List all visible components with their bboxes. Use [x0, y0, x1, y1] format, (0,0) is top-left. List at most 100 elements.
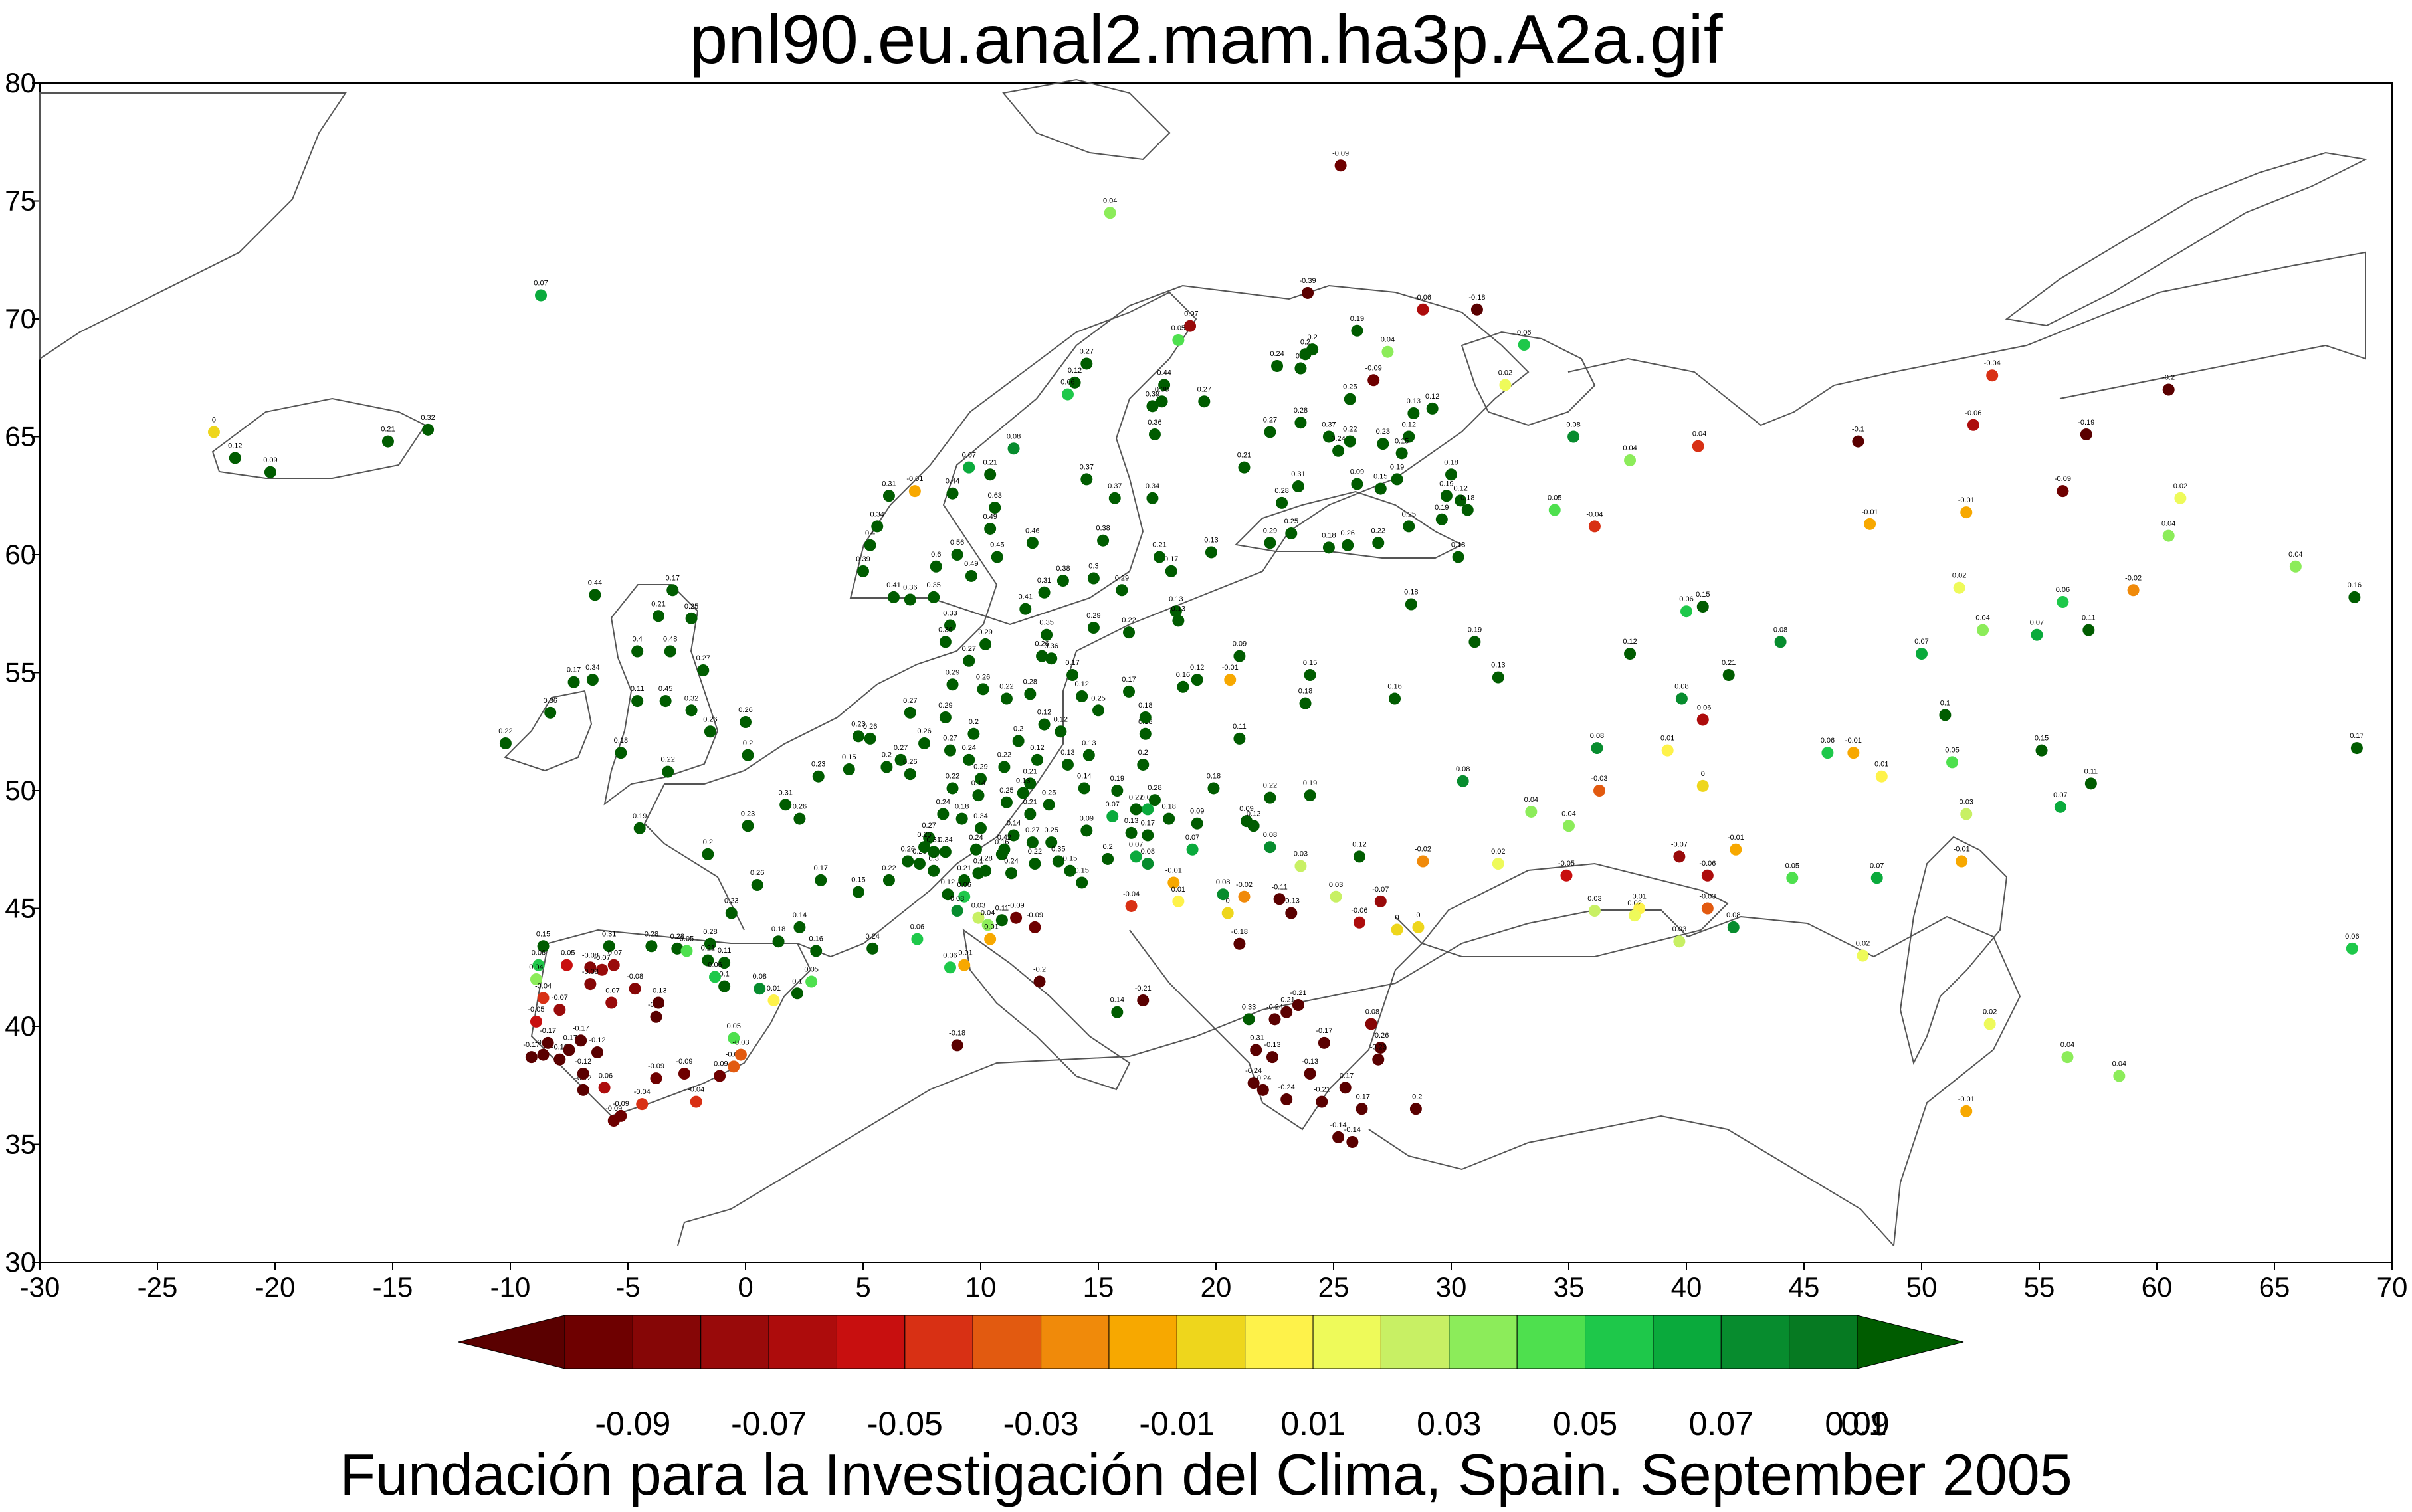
station-dot [1123, 626, 1136, 639]
station-value-label: 0.25 [917, 831, 931, 839]
station-dot [1264, 426, 1276, 438]
station-value-label: 0.21 [1152, 541, 1166, 549]
station-value-label: 0.12 [1623, 638, 1637, 646]
station-dot [666, 584, 679, 597]
station-value-label: 0.12 [1425, 393, 1439, 401]
station-dot [958, 874, 971, 886]
station-value-label: 0.11 [995, 904, 1009, 912]
station-value-label: 0.31 [882, 480, 896, 488]
station-dot [1304, 669, 1316, 682]
station-dot [979, 864, 992, 877]
station-value-label: 0.19 [1468, 626, 1482, 634]
station-dot [553, 1053, 566, 1066]
station-dot [1264, 537, 1276, 549]
station-value-label: -0.21 [1135, 985, 1152, 992]
station-dot [908, 485, 921, 498]
station-dot [984, 933, 997, 945]
station-dot [2035, 744, 2048, 757]
coastline-novaya-zemlya [2005, 151, 2368, 327]
x-tick-label: -30 [20, 1272, 60, 1303]
y-tick-label: 30 [5, 1246, 36, 1277]
station-dot [544, 706, 557, 719]
station-value-label: 0.15 [842, 753, 856, 761]
station-value-label: 0.08 [1263, 831, 1277, 839]
colorbar-swatch [1380, 1315, 1450, 1369]
station-dot [772, 935, 785, 948]
station-value-label: 0.1 [719, 971, 729, 979]
station-dot [1322, 541, 1335, 554]
station-dot [1102, 852, 1114, 865]
station-dot [591, 1046, 603, 1059]
station-dot [1673, 935, 1686, 948]
coastline-balkans [1129, 916, 1423, 1131]
station-dot [1960, 506, 1973, 519]
station-dot [1264, 841, 1276, 854]
y-tick-label: 65 [5, 421, 36, 452]
station-value-label: 0.22 [882, 864, 896, 872]
station-value-label: 0.08 [1141, 848, 1155, 856]
station-dot [553, 1004, 566, 1016]
colorbar-tick-label: 0.01 [1280, 1405, 1345, 1442]
station-value-label: -0.13 [650, 987, 666, 995]
station-dot [1381, 345, 1394, 358]
station-value-label: 0.12 [228, 442, 242, 450]
station-value-label: -0.26 [1372, 1032, 1389, 1040]
station-value-label: 0.06 [1060, 379, 1074, 387]
station-dot [1492, 671, 1504, 684]
station-dot [1946, 756, 1959, 769]
station-value-label: -0.06 [1351, 907, 1367, 915]
station-value-label: 0.11 [2084, 767, 2098, 775]
station-value-label: 0.23 [851, 720, 865, 728]
station-value-label: 0.15 [2035, 735, 2049, 743]
colorbar-swatch [1653, 1315, 1722, 1369]
station-dot [1701, 869, 1714, 882]
station-dot [793, 921, 806, 933]
station-dot [650, 1010, 662, 1023]
station-dot [685, 612, 698, 624]
station-value-label: -0.12 [575, 1058, 591, 1066]
station-value-label: 0 [1416, 911, 1420, 919]
station-value-label: -0.07 [552, 994, 568, 1002]
x-tick-label: 0 [738, 1272, 753, 1303]
station-dot [704, 937, 716, 950]
station-dot [1007, 442, 1020, 455]
station-dot [1372, 1053, 1385, 1066]
station-dot [615, 747, 627, 759]
station-value-label: -0.05 [528, 1006, 544, 1014]
station-dot [740, 716, 752, 729]
station-value-label: 0.28 [1148, 784, 1161, 792]
station-dot [1130, 850, 1142, 863]
station-dot [1374, 1041, 1387, 1054]
station-dot [1130, 803, 1142, 816]
station-dot [904, 593, 916, 606]
station-value-label: 0.29 [1115, 574, 1129, 582]
station-dot [1000, 796, 1013, 808]
station-value-label: 0.27 [696, 654, 710, 662]
station-value-label: 0 [1701, 770, 1705, 778]
station-value-label: 0.26 [976, 673, 990, 681]
station-dot [1591, 742, 1603, 755]
station-value-label: 0.18 [614, 737, 628, 745]
station-value-label: 0.49 [983, 513, 997, 521]
station-value-label: 0.27 [943, 735, 957, 743]
station-value-label: -0.08 [627, 973, 643, 981]
station-value-label: 0.11 [1233, 723, 1247, 731]
station-dot [852, 730, 864, 743]
station-value-label: 0.28 [703, 928, 717, 936]
station-dot [1154, 551, 1166, 563]
station-value-label: -0.18 [1468, 294, 1485, 302]
station-value-label: 0 [1226, 898, 1230, 905]
station-dot [1137, 758, 1150, 771]
station-dot [650, 1072, 662, 1085]
station-value-label: 0.4 [633, 636, 643, 644]
station-dot [662, 765, 674, 778]
station-dot [1304, 789, 1316, 802]
station-value-label: 0.26 [793, 803, 807, 811]
station-value-label: 0.37 [1080, 463, 1094, 471]
station-value-label: 0.27 [1025, 826, 1039, 834]
station-value-label: 0.05 [804, 966, 818, 974]
station-dot [1221, 907, 1234, 919]
station-dot [1087, 572, 1100, 585]
station-dot [1238, 890, 1251, 903]
station-dot [1233, 937, 1246, 950]
